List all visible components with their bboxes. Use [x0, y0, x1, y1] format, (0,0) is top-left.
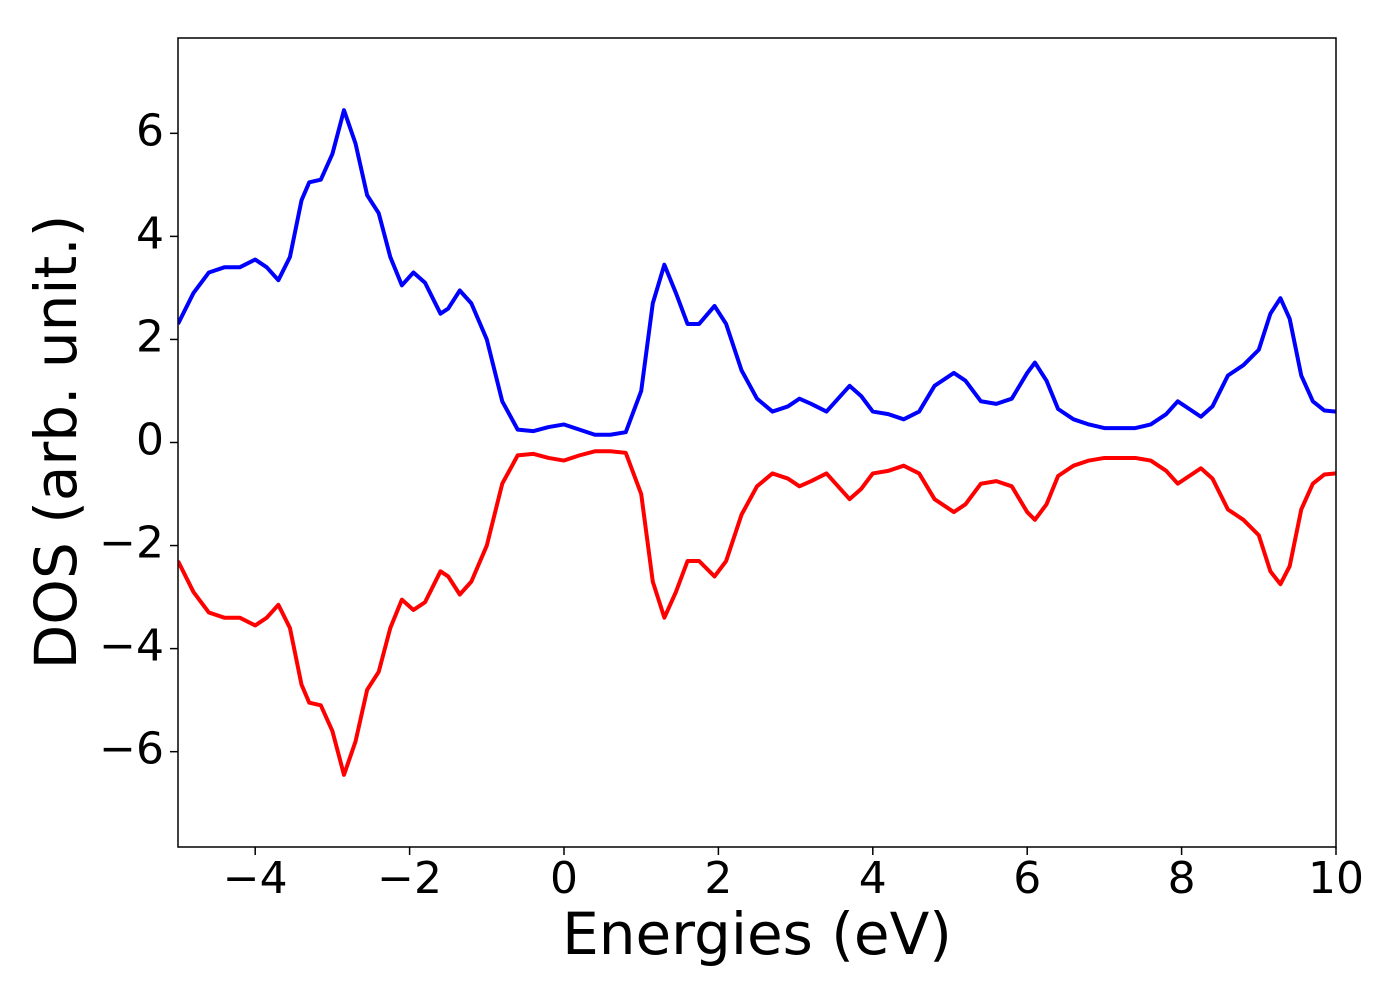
x-tick-label: 10	[1308, 853, 1364, 904]
y-tick-label: 4	[136, 208, 164, 259]
x-tick-label: 4	[859, 853, 887, 904]
x-tick-label: 6	[1013, 853, 1041, 904]
plot-frame	[177, 37, 1337, 848]
series-line	[178, 108, 1336, 437]
y-axis-label: DOS (arb. unit.)	[22, 215, 90, 670]
y-tick-label: −6	[99, 724, 164, 775]
x-tick-label: 0	[550, 853, 578, 904]
x-tick-label: 2	[704, 853, 732, 904]
series-line	[178, 449, 1336, 777]
y-tick-label: 6	[136, 105, 164, 156]
y-tick-label: −2	[99, 518, 164, 569]
x-tick-label: 8	[1168, 853, 1196, 904]
y-tick-label: 0	[136, 415, 164, 466]
y-tick-label: 2	[136, 311, 164, 362]
x-tick-label: −4	[223, 853, 288, 904]
x-tick-label: −2	[377, 853, 442, 904]
x-axis-label: Energies (eV)	[562, 900, 952, 968]
y-tick-label: −4	[99, 621, 164, 672]
